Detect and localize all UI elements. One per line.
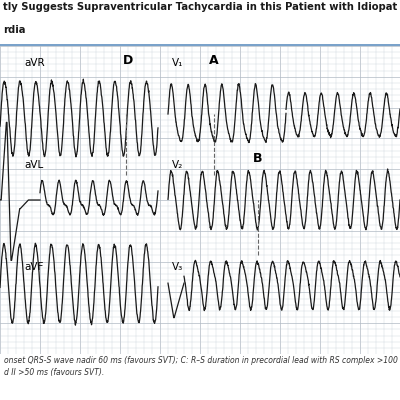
Text: B: B xyxy=(253,152,263,165)
Text: D: D xyxy=(123,54,133,67)
Text: aVR: aVR xyxy=(24,58,45,68)
Text: rdia: rdia xyxy=(3,25,26,35)
Text: A: A xyxy=(209,54,219,67)
Text: aVL: aVL xyxy=(24,160,43,170)
Text: V₂: V₂ xyxy=(172,160,183,170)
Text: V₁: V₁ xyxy=(172,58,183,68)
Text: onset QRS-S wave nadir 60 ms (favours SVT); C: R–S duration in precordial lead w: onset QRS-S wave nadir 60 ms (favours SV… xyxy=(4,356,400,377)
Text: aVF: aVF xyxy=(24,262,43,272)
Text: V₃: V₃ xyxy=(172,262,183,272)
Text: tly Suggests Supraventricular Tachycardia in this Patient with Idiopat: tly Suggests Supraventricular Tachycardi… xyxy=(3,2,398,12)
